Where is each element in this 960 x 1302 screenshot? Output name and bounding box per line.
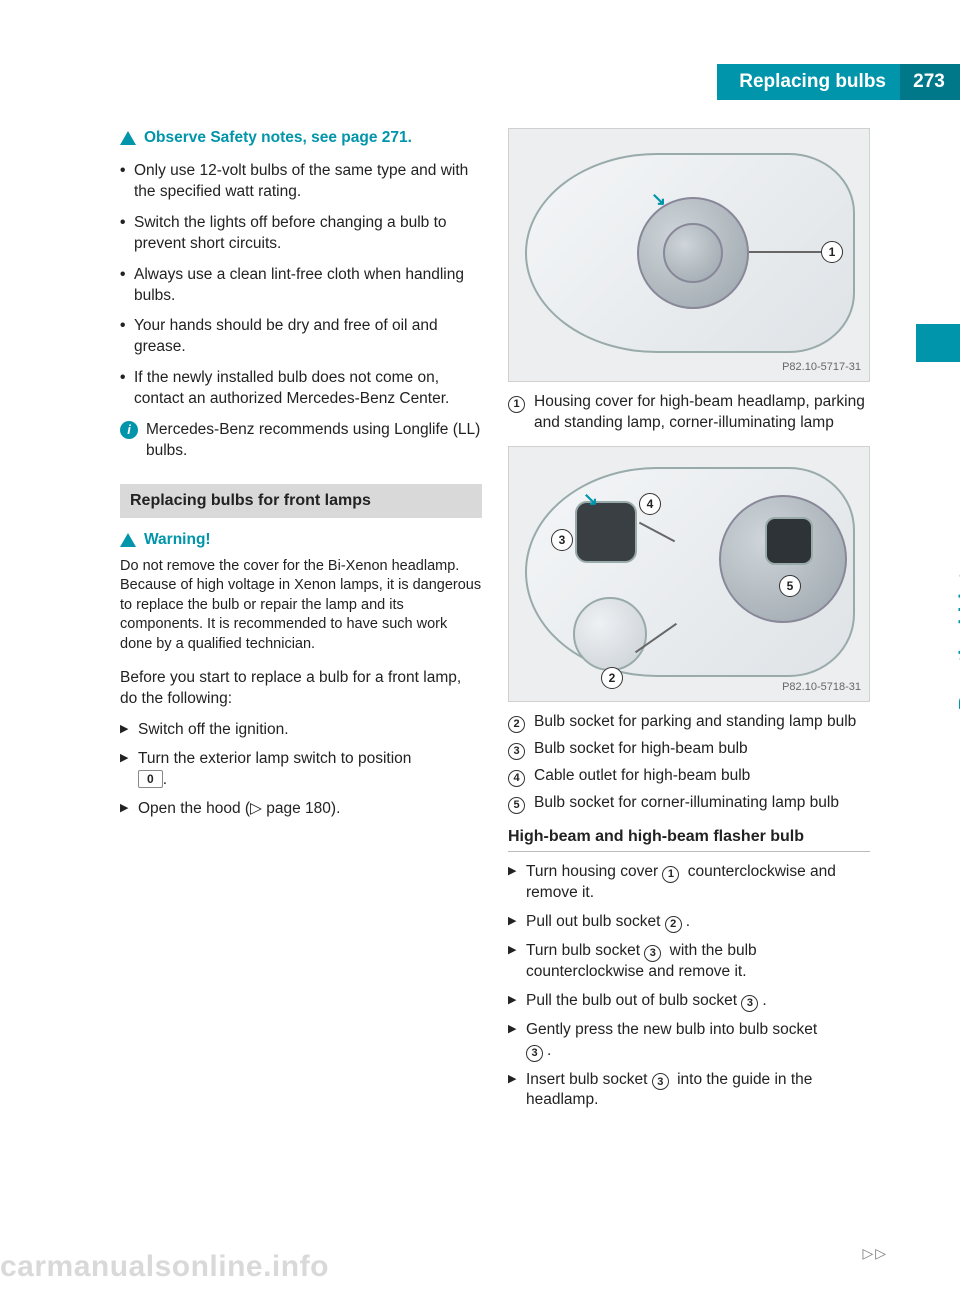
housing-cover-inner: [663, 223, 723, 283]
figure-code: P82.10-5718-31: [782, 680, 861, 695]
callout-num: 3: [741, 995, 758, 1012]
callout-num: 5: [508, 797, 525, 814]
warning-text: Do not remove the cover for the Bi-Xenon…: [120, 557, 482, 655]
pointer-line: [749, 251, 821, 253]
step-text: .: [547, 1042, 551, 1059]
steps-list: Turn housing cover 1 counterclockwise an…: [508, 862, 870, 1111]
header-title: Replacing bulbs: [717, 64, 900, 100]
ref-symbol: ▷: [250, 800, 262, 817]
key-0-icon: 0: [138, 770, 163, 788]
bullet-item: Only use 12-volt bulbs of the same type …: [120, 161, 482, 203]
side-tab-marker: [916, 324, 960, 362]
callout-num: 3: [526, 1045, 543, 1062]
legend-text: Housing cover for high-beam headlamp, pa…: [534, 392, 870, 434]
warning-line: Warning!: [120, 530, 482, 551]
step-text: .: [762, 992, 766, 1009]
steps-list: Switch off the ignition. Turn the exteri…: [120, 720, 482, 820]
watermark: carmanualsonline.info: [0, 1250, 329, 1284]
step-text: Insert bulb socket: [526, 1071, 652, 1088]
callout-num: 3: [652, 1073, 669, 1090]
socket-5: [765, 517, 813, 565]
callout-num: 1: [508, 396, 525, 413]
step-text: Turn bulb socket: [526, 942, 644, 959]
sub-heading: High-beam and high-beam flasher bulb: [508, 826, 870, 853]
step-text: Turn the exterior lamp switch to positio…: [138, 750, 411, 767]
section-heading: Replacing bulbs for front lamps: [120, 484, 482, 518]
legend-text: Bulb socket for parking and standing lam…: [534, 712, 856, 733]
step-text: Pull out bulb socket: [526, 913, 665, 930]
figure-b: ↘ 3 4 2 5 P82.10-5718-31: [508, 446, 870, 702]
legend-text: Bulb socket for high-beam bulb: [534, 739, 748, 760]
continue-indicator: ▷▷: [862, 1245, 888, 1262]
legend-text: Cable outlet for high-beam bulb: [534, 766, 750, 787]
legend-row: 5 Bulb socket for corner-illuminating lam…: [508, 793, 870, 814]
arrow-icon: ↘: [651, 187, 666, 211]
step-text: .: [163, 771, 167, 788]
info-note: i Mercedes-Benz recommends using Longlif…: [120, 420, 482, 462]
bullet-item: Switch the lights off before changing a …: [120, 213, 482, 255]
callout-1: 1: [821, 241, 843, 263]
callout-num: 3: [644, 945, 661, 962]
legend-text: Bulb socket for corner-illuminating lamp…: [534, 793, 839, 814]
step-text: Pull the bulb out of bulb socket: [526, 992, 741, 1009]
info-icon: i: [120, 421, 138, 439]
warning-triangle-icon: [120, 131, 136, 145]
callout-4: 4: [639, 493, 661, 515]
step-item: Gently press the new bulb into bulb sock…: [508, 1020, 870, 1062]
bullet-list: Only use 12-volt bulbs of the same type …: [120, 161, 482, 410]
step-text: Turn housing cover: [526, 863, 662, 880]
legend-row: 3 Bulb socket for high-beam bulb: [508, 739, 870, 760]
callout-num: 4: [508, 770, 525, 787]
legend-row: 1 Housing cover for high-beam headlamp, …: [508, 392, 870, 434]
callout-num: 1: [662, 866, 679, 883]
callout-2: 2: [601, 667, 623, 689]
figure-code: P82.10-5717-31: [782, 360, 861, 375]
callout-num: 3: [508, 743, 525, 760]
safety-note: Observe Safety notes, see page 271.: [120, 128, 482, 149]
step-text: page 180).: [262, 800, 340, 817]
step-text: Gently press the new bulb into bulb sock…: [526, 1021, 817, 1038]
page: Replacing bulbs 273 Practical hints Obse…: [0, 0, 960, 1302]
header-page-number: 273: [900, 64, 960, 100]
bullet-item: If the newly installed bulb does not com…: [120, 368, 482, 410]
bullet-item: Always use a clean lint-free cloth when …: [120, 265, 482, 307]
callout-num: 2: [665, 916, 682, 933]
step-item: Switch off the ignition.: [120, 720, 482, 741]
callout-3: 3: [551, 529, 573, 551]
pre-steps-text: Before you start to replace a bulb for a…: [120, 668, 482, 710]
info-text: Mercedes-Benz recommends using Longlife …: [146, 420, 482, 462]
legend-row: 4 Cable outlet for high-beam bulb: [508, 766, 870, 787]
left-column: Observe Safety notes, see page 271. Only…: [120, 128, 482, 828]
safety-text: Observe Safety notes, see page 271.: [144, 128, 412, 149]
warning-label: Warning!: [144, 530, 211, 551]
header-bar: Replacing bulbs 273: [717, 64, 960, 100]
legend-row: 2 Bulb socket for parking and standing la…: [508, 712, 870, 733]
socket-2: [573, 597, 647, 671]
warning-triangle-icon: [120, 533, 136, 547]
arrow-icon: ↘: [583, 487, 598, 511]
figure-a: ↘ 1 P82.10-5717-31: [508, 128, 870, 382]
step-text: .: [686, 913, 690, 930]
callout-num: 2: [508, 716, 525, 733]
bullet-item: Your hands should be dry and free of oil…: [120, 316, 482, 358]
step-item: Insert bulb socket 3 into the guide in t…: [508, 1070, 870, 1112]
side-tab-label: Practical hints: [954, 560, 960, 710]
step-item: Pull out bulb socket 2.: [508, 912, 870, 933]
right-column: ↘ 1 P82.10-5717-31 1 Housing cover for h…: [508, 128, 870, 1119]
step-text: Open the hood (: [138, 800, 250, 817]
step-item: Pull the bulb out of bulb socket 3.: [508, 991, 870, 1012]
callout-5: 5: [779, 575, 801, 597]
legend-a: 1 Housing cover for high-beam headlamp, …: [508, 392, 870, 434]
legend-b: 2 Bulb socket for parking and standing la…: [508, 712, 870, 814]
step-item: Turn the exterior lamp switch to positio…: [120, 749, 482, 791]
step-item: Open the hood (▷ page 180).: [120, 799, 482, 820]
step-item: Turn bulb socket 3 with the bulb counter…: [508, 941, 870, 983]
step-item: Turn housing cover 1 counterclockwise an…: [508, 862, 870, 904]
